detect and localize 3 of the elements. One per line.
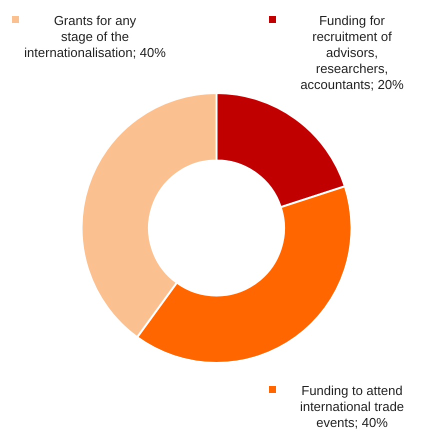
- legend-label: Funding to attend international trade events; 40%: [300, 383, 404, 430]
- slice-label: Funding for recruitment of advisors, researchers, accountants; 20%: [300, 13, 404, 92]
- slice-label: Grants for any stage of the internationalisation; 40%: [24, 13, 166, 60]
